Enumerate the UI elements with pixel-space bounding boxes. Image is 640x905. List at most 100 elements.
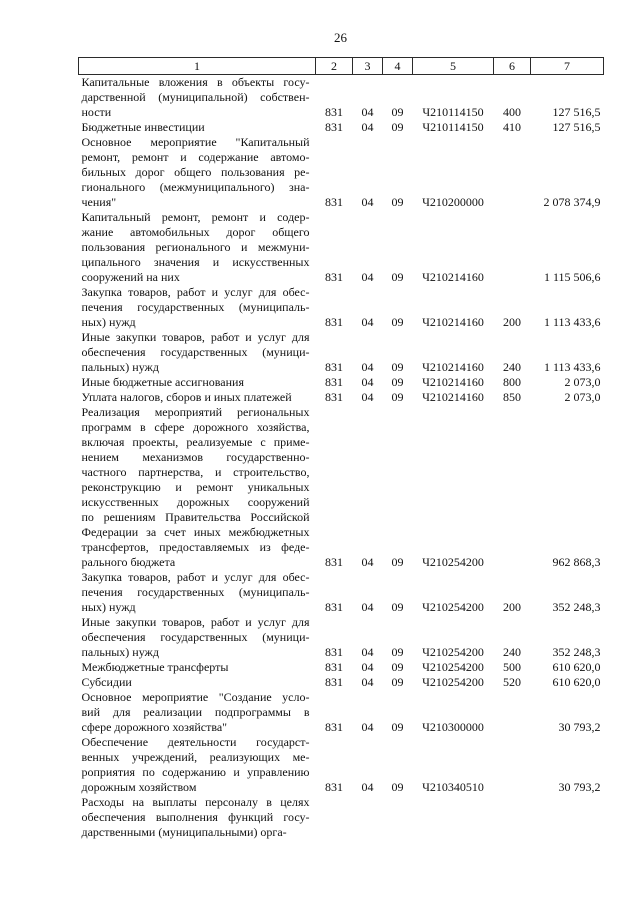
amount: 2 078 374,9 [543,195,601,209]
table-row: Расходы на выплаты персоналу в целях обес… [79,795,604,840]
budget-expenditure-table: 1 2 3 4 5 6 7 Капитальные вложения в объ… [78,57,604,840]
amount: 1 113 433,6 [543,315,601,329]
description-line: жание автомобильных дорог общего [81,225,310,239]
table-row: Капитальные вложения в объекты госу-дарс… [79,75,604,121]
description-line: Бюджетные инвестиции [81,120,205,134]
description-line: Закупка товаров, работ и услуг для обес- [81,570,310,584]
description-line: Реализация мероприятий региональных [81,405,310,419]
amount: 1 115 506,6 [543,270,601,284]
section-code: 04 [361,270,374,284]
expense-type-code [494,135,531,210]
amount: 2 073,0 [564,390,601,404]
expense-type-code [494,210,531,285]
expense-type-code: 400 [503,105,521,119]
description-line: дарственной (муниципальной) собствен- [81,90,310,104]
table-row: Обеспечение деятельности государст-венны… [79,735,604,795]
row-description: Иные закупки товаров, работ и услуг для о… [79,330,316,375]
subsection-code: 09 [391,645,404,659]
expense-type-code: 200 [503,315,521,329]
description-line: бильных дорог общего пользования ре- [81,165,310,179]
amount: 352 248,3 [552,645,601,659]
row-description: Бюджетные инвестиции [79,120,316,135]
section-code: 04 [361,120,374,134]
row-description: Уплата налогов, сборов и иных платежей [79,390,316,405]
section-code: 04 [361,660,374,674]
target-article-code: Ч210254200 [422,660,484,674]
expense-type-code [494,405,531,570]
table-row: Закупка товаров, работ и услуг для обес-… [79,285,604,330]
grbs-code: 831 [325,660,343,674]
description-line: ных) нужд [81,600,136,614]
table-row: Межбюджетные трансферты 831 04 09 Ч210254200… [79,660,604,675]
section-code: 04 [361,390,374,404]
amount: 127 516,5 [552,105,601,119]
amount: 352 248,3 [552,600,601,614]
grbs-code: 831 [325,555,343,569]
grbs-code: 831 [325,675,343,689]
table-row: Иные закупки товаров, работ и услуг для о… [79,330,604,375]
table-row: Закупка товаров, работ и услуг для обес-… [79,570,604,615]
target-article-code: Ч210254200 [422,645,484,659]
subsection-code: 09 [391,780,404,794]
grbs-code: 831 [325,390,343,404]
column-header-3: 3 [352,57,383,75]
subsection-code: 09 [391,555,404,569]
target-article-code: Ч210114150 [422,120,484,134]
section-code: 04 [361,360,374,374]
table-row: Иные бюджетные ассигнования 831 04 09 Ч21021… [79,375,604,390]
expense-type-code: 200 [503,600,521,614]
expense-type-code: 240 [503,645,521,659]
subsection-code: 09 [391,315,404,329]
expense-type-code: 500 [503,660,521,674]
description-line: Закупка товаров, работ и услуг для обес- [81,285,310,299]
description-line: Федерации за счет иных межбюджетных [81,525,310,539]
grbs-code: 831 [325,600,343,614]
description-line: Основное мероприятие "Капитальный [81,135,310,149]
description-line: пальных) нужд [81,645,159,659]
column-header-1: 1 [78,57,316,75]
grbs-code: 831 [325,105,343,119]
subsection-code: 09 [391,120,404,134]
table-header: 1 2 3 4 5 6 7 [78,57,604,75]
subsection-code: 09 [391,720,404,734]
subsection-code [383,795,413,840]
description-line: гионального (межмуниципального) зна- [81,180,310,194]
target-article-code: Ч210254200 [422,600,484,614]
table-row: Бюджетные инвестиции 831 04 09 Ч210114150 410… [79,120,604,135]
target-article-code: Ч210214160 [422,360,484,374]
description-line: дарственными (муниципальными) орга- [81,825,287,839]
amount [531,795,604,840]
row-description: Капитальный ремонт, ремонт и содер-жание… [79,210,316,285]
description-line: по решениям Правительства Российской [81,510,310,524]
target-article-code: Ч210300000 [422,720,484,734]
grbs-code: 831 [325,315,343,329]
description-line: Субсидии [81,675,132,689]
section-code: 04 [361,780,374,794]
amount: 2 073,0 [564,375,601,389]
document-body: 26 1 2 3 4 5 6 7 [78,30,604,840]
table-row: Уплата налогов, сборов и иных платежей 83… [79,390,604,405]
section-code: 04 [361,645,374,659]
target-article-code [413,795,494,840]
description-line: частного партнерства, и строительство, [81,465,310,479]
row-description: Капитальные вложения в объекты госу-дарс… [79,75,316,121]
section-code: 04 [361,105,374,119]
row-description: Расходы на выплаты персоналу в целях обес… [79,795,316,840]
description-line: Межбюджетные трансферты [81,660,229,674]
description-line: ных) нужд [81,315,136,329]
table-body: Капитальные вложения в объекты госу-дарс… [79,75,604,841]
table-row: Субсидии 831 04 09 Ч210254200 520 610 620,0 [79,675,604,690]
grbs-code: 831 [325,645,343,659]
target-article-code: Ч210340510 [422,780,484,794]
table-row: Основное мероприятие "Создание усло-вий … [79,690,604,735]
grbs-code: 831 [325,375,343,389]
target-article-code: Ч210214160 [422,375,484,389]
target-article-code: Ч210214160 [422,315,484,329]
expense-type-code: 410 [503,120,521,134]
subsection-code: 09 [391,360,404,374]
grbs-code [316,795,353,840]
description-line: ремонт, ремонт и содержание автомо- [81,150,310,164]
description-line: обеспечения выполнения функций госу- [81,810,310,824]
grbs-code: 831 [325,780,343,794]
